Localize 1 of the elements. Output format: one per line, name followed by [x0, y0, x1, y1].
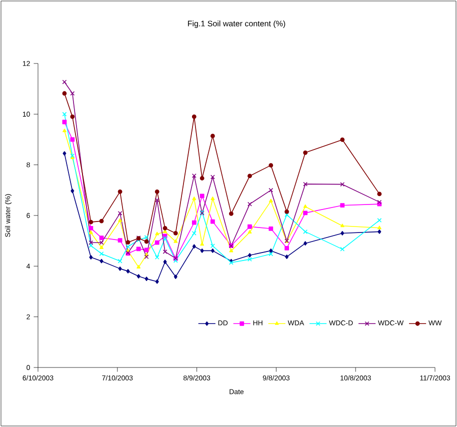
chart-title: Fig.1 Soil water content (%)	[188, 20, 286, 28]
